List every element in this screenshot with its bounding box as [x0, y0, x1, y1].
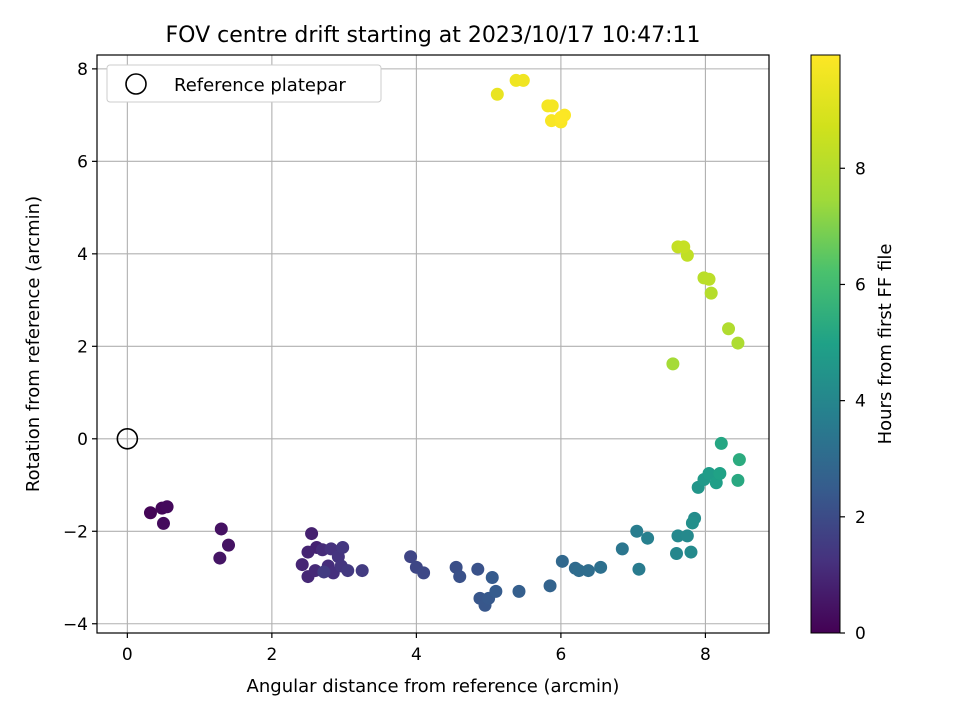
y-tick-label: −2	[63, 522, 88, 542]
data-point	[336, 540, 350, 554]
data-point	[685, 516, 699, 530]
y-axis-label: Rotation from reference (arcmin)	[23, 196, 44, 492]
data-point	[666, 357, 680, 371]
data-point	[555, 554, 569, 568]
data-point	[317, 565, 331, 579]
data-point	[713, 466, 727, 480]
data-point	[714, 436, 728, 450]
data-point	[160, 500, 174, 514]
data-point	[295, 558, 309, 572]
data-point	[156, 516, 170, 530]
x-axis-ticks: 0 2 4 6 8	[122, 633, 711, 665]
x-tick-label: 6	[555, 645, 566, 665]
colorbar-tick-label: 6	[855, 275, 866, 295]
data-point	[702, 466, 716, 480]
data-point	[143, 506, 157, 520]
data-point	[543, 579, 557, 593]
colorbar-tick-label: 0	[855, 624, 866, 644]
data-point	[554, 110, 568, 124]
y-tick-label: 6	[77, 152, 88, 172]
grid-lines	[97, 55, 769, 633]
data-point	[632, 562, 646, 576]
data-point	[214, 522, 228, 536]
data-point	[301, 545, 315, 559]
data-points	[143, 73, 746, 612]
data-point	[305, 527, 319, 541]
data-point	[641, 531, 655, 545]
data-point	[731, 473, 745, 487]
data-point	[222, 538, 236, 552]
data-point	[516, 73, 530, 87]
y-tick-label: 0	[77, 430, 88, 450]
data-point	[680, 529, 694, 543]
x-tick-label: 2	[266, 645, 277, 665]
y-tick-label: −4	[63, 615, 88, 635]
plot-frame	[96, 54, 770, 634]
data-point	[630, 524, 644, 538]
x-axis-label: Angular distance from reference (arcmin)	[247, 676, 620, 697]
y-axis-ticks: −4 −2 0 2 4 6 8	[63, 60, 97, 635]
data-point	[594, 560, 608, 574]
colorbar-ticks: 0 2 4 6 8	[840, 159, 866, 644]
data-point	[677, 240, 691, 254]
colorbar-label: Hours from first FF file	[875, 244, 896, 445]
legend: Reference platepar	[106, 64, 382, 103]
data-point	[213, 551, 227, 565]
legend-entry-reference: Reference platepar	[174, 75, 346, 96]
colorbar-tick-label: 4	[855, 392, 866, 412]
data-point	[453, 570, 467, 584]
data-point	[732, 453, 746, 467]
x-tick-label: 0	[122, 645, 133, 665]
x-tick-label: 8	[700, 645, 711, 665]
reference-platepar-marker	[116, 427, 139, 450]
colorbar-tick-label: 2	[855, 508, 866, 528]
chart-title: FOV centre drift starting at 2023/10/17 …	[166, 23, 701, 48]
data-point	[581, 564, 595, 578]
legend-reference-marker	[125, 73, 147, 95]
y-tick-label: 4	[77, 245, 88, 265]
colorbar-gradient	[810, 54, 841, 634]
data-point	[684, 545, 698, 559]
data-point	[404, 550, 418, 564]
data-point	[341, 564, 355, 578]
y-tick-label: 2	[77, 337, 88, 357]
x-tick-label: 4	[411, 645, 422, 665]
data-point	[417, 566, 431, 580]
data-point	[489, 584, 503, 598]
data-point	[731, 336, 745, 350]
data-point	[512, 584, 526, 598]
data-point	[485, 571, 499, 585]
legend-box	[106, 64, 382, 103]
colorbar: 0 2 4 6 8 Hours from first FF file	[810, 54, 896, 644]
data-point	[702, 272, 716, 286]
data-point	[671, 529, 685, 543]
colorbar-tick-label: 8	[855, 159, 866, 179]
data-point	[545, 99, 559, 113]
data-point	[670, 546, 684, 560]
data-point	[490, 87, 504, 101]
data-point	[704, 286, 718, 300]
data-point	[615, 542, 629, 556]
data-point	[722, 322, 736, 336]
y-tick-label: 8	[77, 60, 88, 80]
data-point	[355, 564, 369, 578]
data-point	[572, 564, 586, 578]
data-point	[471, 562, 485, 576]
